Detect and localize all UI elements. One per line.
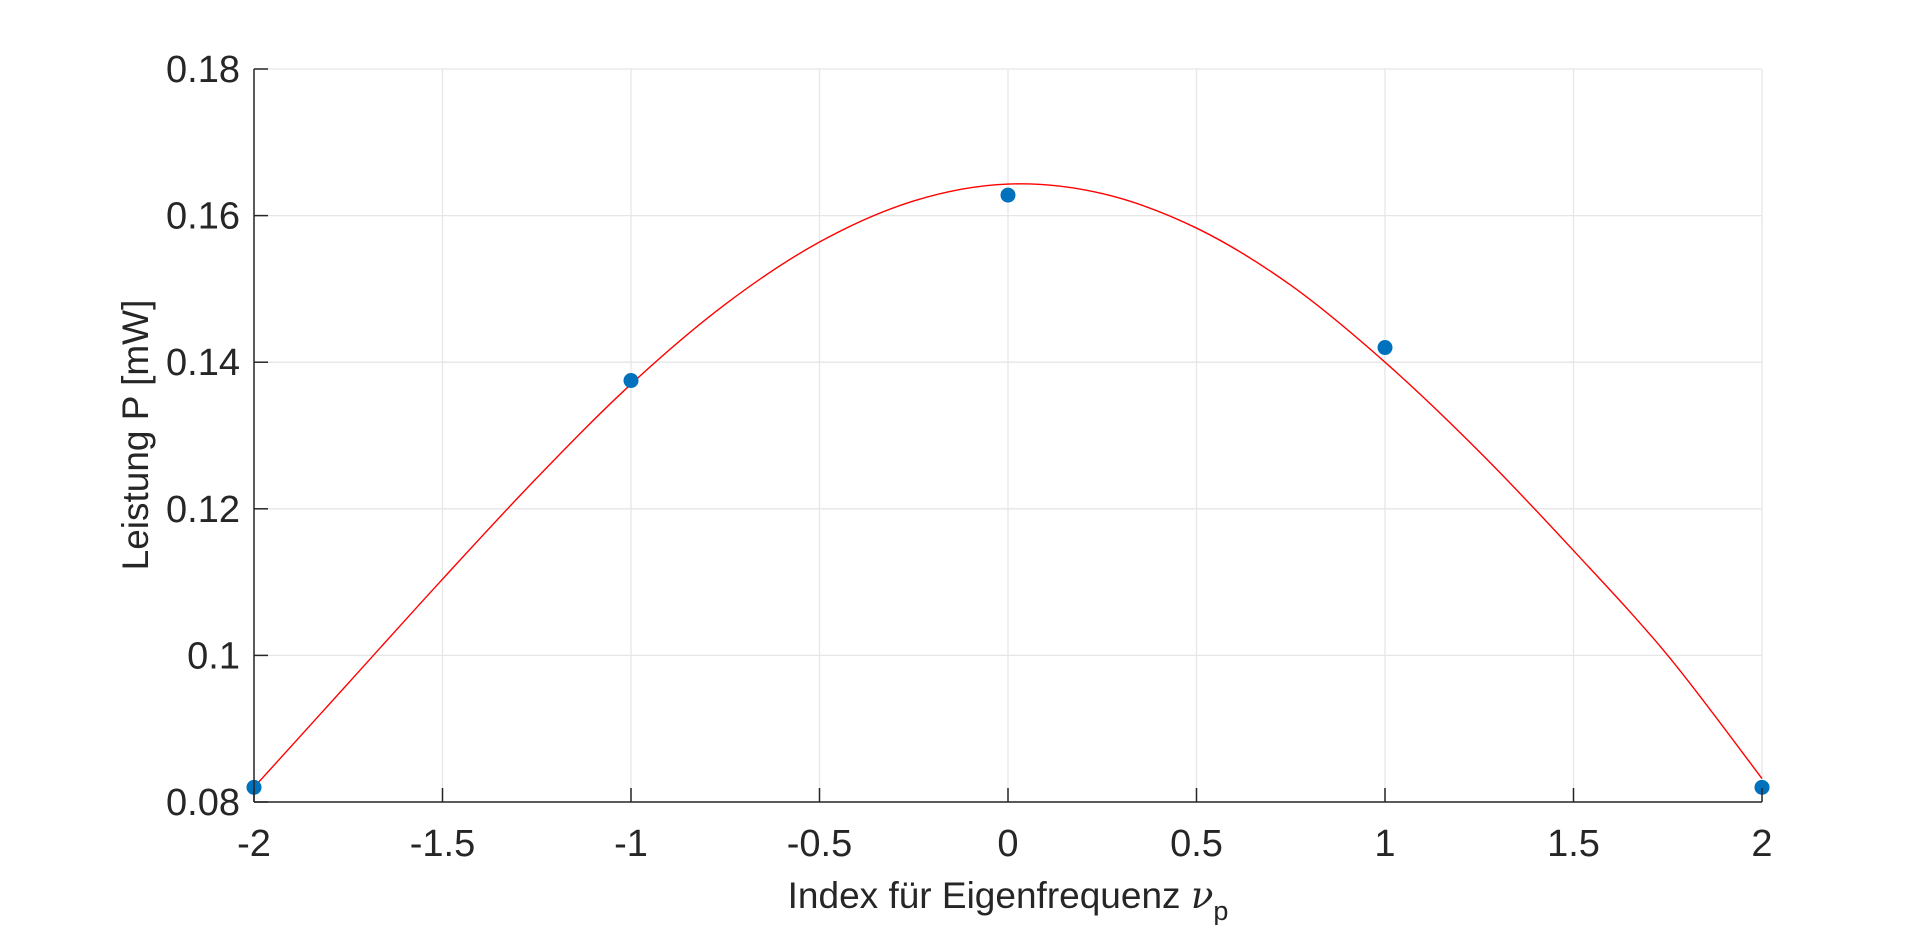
- y-tick-labels: 0.08 0.1 0.12 0.14 0.16 0.18: [166, 49, 240, 824]
- x-axis-label-text: Index für Eigenfrequenz: [788, 875, 1181, 916]
- x-axis-label-symbol: ν: [1191, 874, 1214, 917]
- x-tick-label-8: 2: [1751, 823, 1772, 865]
- y-tick-label-1: 0.1: [187, 635, 240, 677]
- x-tick-label-3: -0.5: [787, 823, 852, 865]
- data-point-3: [1377, 340, 1393, 356]
- y-tick-label-5: 0.18: [166, 49, 240, 91]
- axes: [253, 68, 1763, 803]
- y-tick-label-4: 0.16: [166, 196, 240, 238]
- y-tick-label-3: 0.14: [166, 342, 240, 384]
- data-point-1: [623, 373, 639, 389]
- x-axis-label-subscript: p: [1213, 896, 1228, 925]
- x-tick-labels: -2 -1.5 -1 -0.5 0 0.5 1 1.5 2: [237, 823, 1772, 865]
- fit-curve-line: [253, 183, 1763, 788]
- y-axis-label: Leistung P [mW]: [115, 300, 156, 571]
- x-axis-label: Index für Eigenfrequenz νp: [788, 874, 1229, 925]
- y-tick-label-2: 0.12: [166, 489, 240, 531]
- x-tick-label-4: 0: [997, 823, 1018, 865]
- x-tick-label-2: -1: [614, 823, 648, 865]
- y-tick-label-0: 0.08: [166, 782, 240, 824]
- x-tick-label-6: 1: [1374, 823, 1395, 865]
- x-tick-label-5: 0.5: [1170, 823, 1223, 865]
- fit-curve-layer: [253, 183, 1763, 788]
- data-point-2: [1000, 187, 1016, 203]
- x-tick-label-7: 1.5: [1547, 823, 1600, 865]
- x-tick-label-0: -2: [237, 823, 271, 865]
- data-points-layer: [246, 187, 1770, 795]
- x-tick-label-1: -1.5: [410, 823, 475, 865]
- data-point-4: [1754, 779, 1770, 795]
